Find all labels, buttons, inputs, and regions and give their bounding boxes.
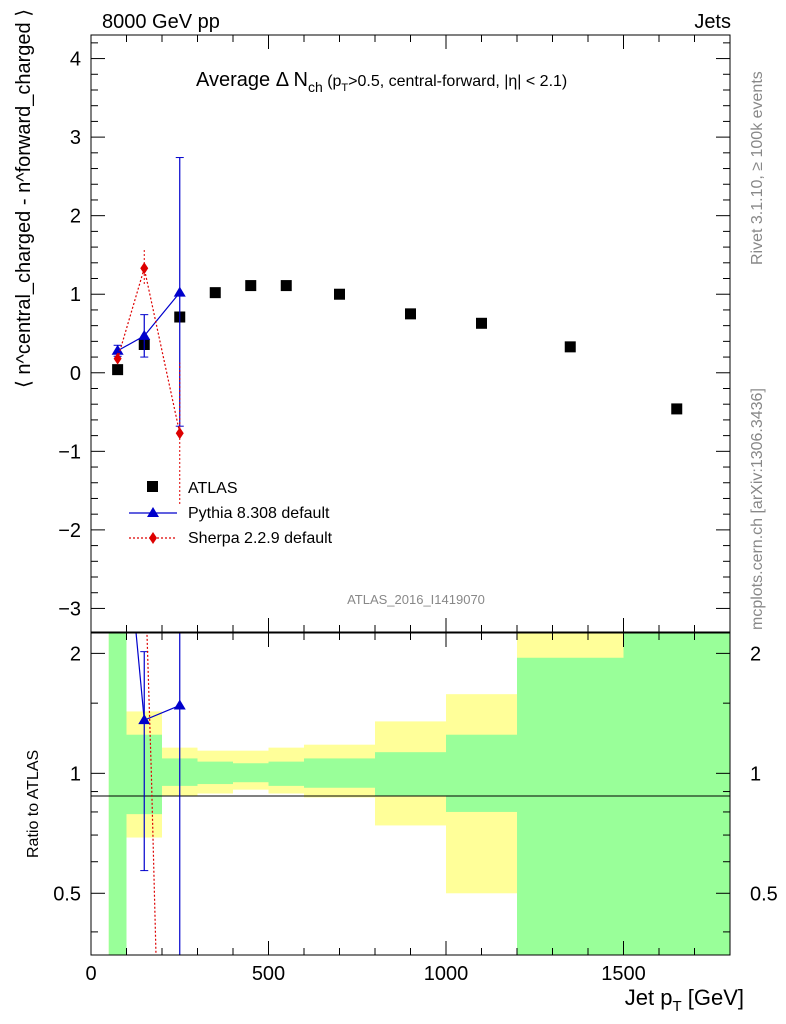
x-tick-label: 0 (85, 963, 96, 985)
analysis-watermark: ATLAS_2016_I1419070 (347, 592, 485, 607)
ratio-ytick-label-right: 1 (750, 763, 761, 785)
ratio-band-stat (108, 633, 127, 955)
ratio-bands (108, 633, 730, 955)
main-ytick-label: −2 (58, 520, 81, 542)
legend-marker-sherpa (149, 532, 157, 544)
chart-title-tail: (p (323, 73, 342, 90)
pythia-point (138, 329, 151, 340)
chart-title-tail2: >0.5, central-forward, |η| < 2.1) (348, 73, 567, 90)
main-ytick-label: −1 (58, 441, 81, 463)
ratio-ytick-label: 2 (70, 643, 81, 665)
x-axis-label-main: Jet p (625, 985, 673, 1010)
main-ytick-label: 4 (70, 49, 81, 71)
atlas-point (476, 317, 487, 329)
x-axis-label-sub: T (672, 998, 681, 1015)
chart-title-tail-sub: T (341, 82, 348, 94)
atlas-point (671, 403, 683, 415)
ratio-ytick-label-right: 0.5 (750, 883, 778, 905)
pythia-point (111, 344, 124, 355)
ratio-band-stat (517, 657, 624, 955)
ratio-ytick-label: 0.5 (53, 883, 81, 905)
atlas-point (112, 364, 124, 376)
ratio-band-stat (623, 633, 730, 955)
x-axis-label: Jet pT [GeV] (625, 985, 744, 1015)
x-tick-label: 500 (252, 963, 285, 985)
ratio-pythia-point (173, 699, 186, 710)
main-axis-ticks: −3 −2 −1 0 1 2 3 4 (58, 35, 731, 632)
ratio-pythia-point (138, 714, 151, 725)
main-series (111, 157, 683, 504)
atlas-point (209, 287, 221, 299)
chart-title-sub: ch (308, 79, 323, 95)
sherpa-line (117, 268, 181, 434)
ratio-band-stat (304, 758, 375, 788)
ratio-axis-ticks: 0.5 0.5 1 1 2 2 0 500 1000 1500 (53, 633, 778, 985)
main-ytick-label: 0 (70, 363, 81, 385)
ratio-band-stat (268, 761, 304, 786)
ratio-band-stat (446, 734, 517, 812)
atlas-point (564, 341, 576, 353)
ratio-panel: 0.5 0.5 1 1 2 2 0 500 1000 1500 Ratio to ATLAS Je… (25, 632, 778, 1015)
atlas-point (334, 288, 345, 300)
sherpa-point (113, 352, 122, 365)
ratio-band-stat (233, 763, 269, 783)
pythia-point (173, 286, 186, 297)
ratio-ytick-label-right: 2 (750, 643, 761, 665)
ratio-band-stat (375, 752, 446, 796)
sherpa-point (140, 262, 149, 275)
main-ytick-label: 3 (70, 127, 81, 149)
main-ytick-label: 1 (70, 284, 81, 306)
atlas-point (405, 308, 416, 320)
ratio-ylabel: Ratio to ATLAS (25, 750, 42, 858)
ratio-pythia-line (135, 633, 180, 721)
ratio-series (135, 633, 186, 955)
ratio-ytick-label: 1 (70, 763, 81, 785)
side-label-top: Rivet 3.1.10, ≥ 100k events (749, 71, 766, 265)
header-right: Jets (694, 11, 731, 33)
main-panel: −3 −2 −1 0 1 2 3 4 Average Δ Nch (pT>0.5, centr… (13, 9, 731, 633)
main-ylabel: ⟨ n^central_charged - n^forward_charged … (13, 9, 35, 388)
legend-label-sherpa: Sherpa 2.2.9 default (188, 530, 333, 547)
legend: ATLAS Pythia 8.308 default Sherpa 2.2.9 … (129, 480, 333, 547)
side-label-bottom: mcplots.cern.ch [arXiv:1306.3436] (749, 388, 766, 630)
legend-marker-atlas (147, 481, 158, 492)
atlas-point (245, 280, 257, 292)
main-frame (90, 34, 731, 633)
ratio-band-stat (197, 761, 233, 785)
atlas-point (280, 280, 292, 292)
sherpa-point (175, 427, 184, 440)
chart-title: Average Δ Nch (pT>0.5, central-forward, … (196, 69, 567, 95)
chart-title-main: Average Δ N (196, 69, 308, 91)
x-tick-label: 1000 (424, 963, 469, 985)
x-axis-label-tail: [GeV] (682, 985, 744, 1010)
main-ytick-label: −3 (58, 598, 81, 620)
legend-marker-pythia (147, 507, 159, 517)
ratio-sherpa-line (146, 633, 157, 955)
header-left: 8000 GeV pp (102, 11, 220, 33)
x-tick-label: 1500 (601, 963, 646, 985)
legend-label-pythia: Pythia 8.308 default (188, 505, 330, 522)
legend-label-atlas: ATLAS (188, 480, 238, 497)
main-ytick-label: 2 (70, 206, 81, 228)
